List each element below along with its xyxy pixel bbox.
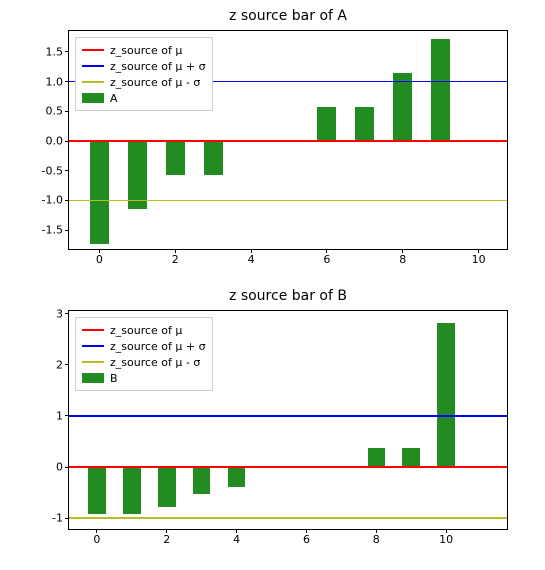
legend-line-swatch	[82, 65, 104, 67]
legend-item: z_source of μ	[82, 322, 206, 338]
subplot-a-title: z source bar of A	[68, 8, 508, 24]
xtick-label: 8	[399, 249, 406, 266]
legend-item: z_source of μ	[82, 42, 206, 58]
legend-line-swatch	[82, 361, 104, 363]
legend-label: B	[110, 372, 118, 385]
legend-item: z_source of μ - σ	[82, 74, 206, 90]
ytick-label: -1.0	[42, 194, 69, 207]
xtick-label: 6	[323, 249, 330, 266]
legend-label: z_source of μ	[110, 44, 182, 57]
xtick-label: 6	[303, 529, 310, 546]
xtick-label: 4	[233, 529, 240, 546]
legend-line-swatch	[82, 345, 104, 347]
ytick-label: 1.5	[46, 45, 70, 58]
subplot-b-title: z source bar of B	[68, 288, 508, 304]
bar	[123, 467, 140, 514]
legend-item: A	[82, 90, 206, 106]
reference-line	[69, 200, 507, 202]
legend-patch-swatch	[82, 93, 104, 103]
bar	[368, 448, 385, 467]
ytick-label: -1	[52, 512, 69, 525]
reference-line	[69, 466, 507, 468]
ytick-label: 1.0	[46, 75, 70, 88]
ytick-label: 2	[56, 358, 69, 371]
legend-patch-swatch	[82, 373, 104, 383]
ytick-label: 1	[56, 409, 69, 422]
subplot-a: z source bar of A -1.5-1.0-0.50.00.51.01…	[68, 30, 508, 250]
legend-item: z_source of μ + σ	[82, 338, 206, 354]
ytick-label: 0	[56, 461, 69, 474]
xtick-label: 0	[96, 249, 103, 266]
xtick-label: 4	[248, 249, 255, 266]
ytick-label: -0.5	[42, 164, 69, 177]
subplot-b-legend: z_source of μ z_source of μ + σ z_source o…	[75, 317, 213, 391]
legend-label: z_source of μ	[110, 324, 182, 337]
xtick-label: 10	[472, 249, 486, 266]
subplot-b: z source bar of B -101230246810 z_source…	[68, 310, 508, 530]
legend-label: z_source of μ - σ	[110, 76, 200, 89]
figure: z source bar of A -1.5 -1.0 -0.5 0.0 0.5 1.0 1…	[0, 0, 545, 570]
bar	[393, 73, 412, 141]
reference-line	[69, 517, 507, 519]
bar	[90, 141, 109, 244]
legend-line-swatch	[82, 49, 104, 51]
xtick-label: 10	[439, 529, 453, 546]
bar	[431, 39, 450, 141]
reference-line	[69, 415, 507, 417]
ytick-label: 3	[56, 307, 69, 320]
bar	[193, 467, 210, 494]
legend-label: A	[110, 92, 118, 105]
xtick-label: 8	[373, 529, 380, 546]
legend-line-swatch	[82, 329, 104, 331]
legend-line-swatch	[82, 81, 104, 83]
legend-label: z_source of μ - σ	[110, 356, 200, 369]
legend-item: B	[82, 370, 206, 386]
ytick-label: 0.0	[46, 135, 70, 148]
bar	[317, 107, 336, 141]
bar	[204, 141, 223, 175]
ytick-label: -1.5	[42, 224, 69, 237]
subplot-a-legend: z_source of μ z_source of μ + σ z_source o…	[75, 37, 213, 111]
xtick-label: 2	[163, 529, 170, 546]
xtick-label: 2	[172, 249, 179, 266]
legend-item: z_source of μ + σ	[82, 58, 206, 74]
bar	[402, 448, 419, 467]
legend-label: z_source of μ + σ	[110, 340, 206, 353]
bar	[437, 323, 454, 467]
bar	[88, 467, 105, 514]
ytick-label: 0.5	[46, 105, 70, 118]
bar	[228, 467, 245, 487]
bar	[166, 141, 185, 175]
xtick-label: 0	[93, 529, 100, 546]
legend-item: z_source of μ - σ	[82, 354, 206, 370]
bar	[158, 467, 175, 507]
legend-label: z_source of μ + σ	[110, 60, 206, 73]
bar	[355, 107, 374, 141]
reference-line	[69, 140, 507, 142]
